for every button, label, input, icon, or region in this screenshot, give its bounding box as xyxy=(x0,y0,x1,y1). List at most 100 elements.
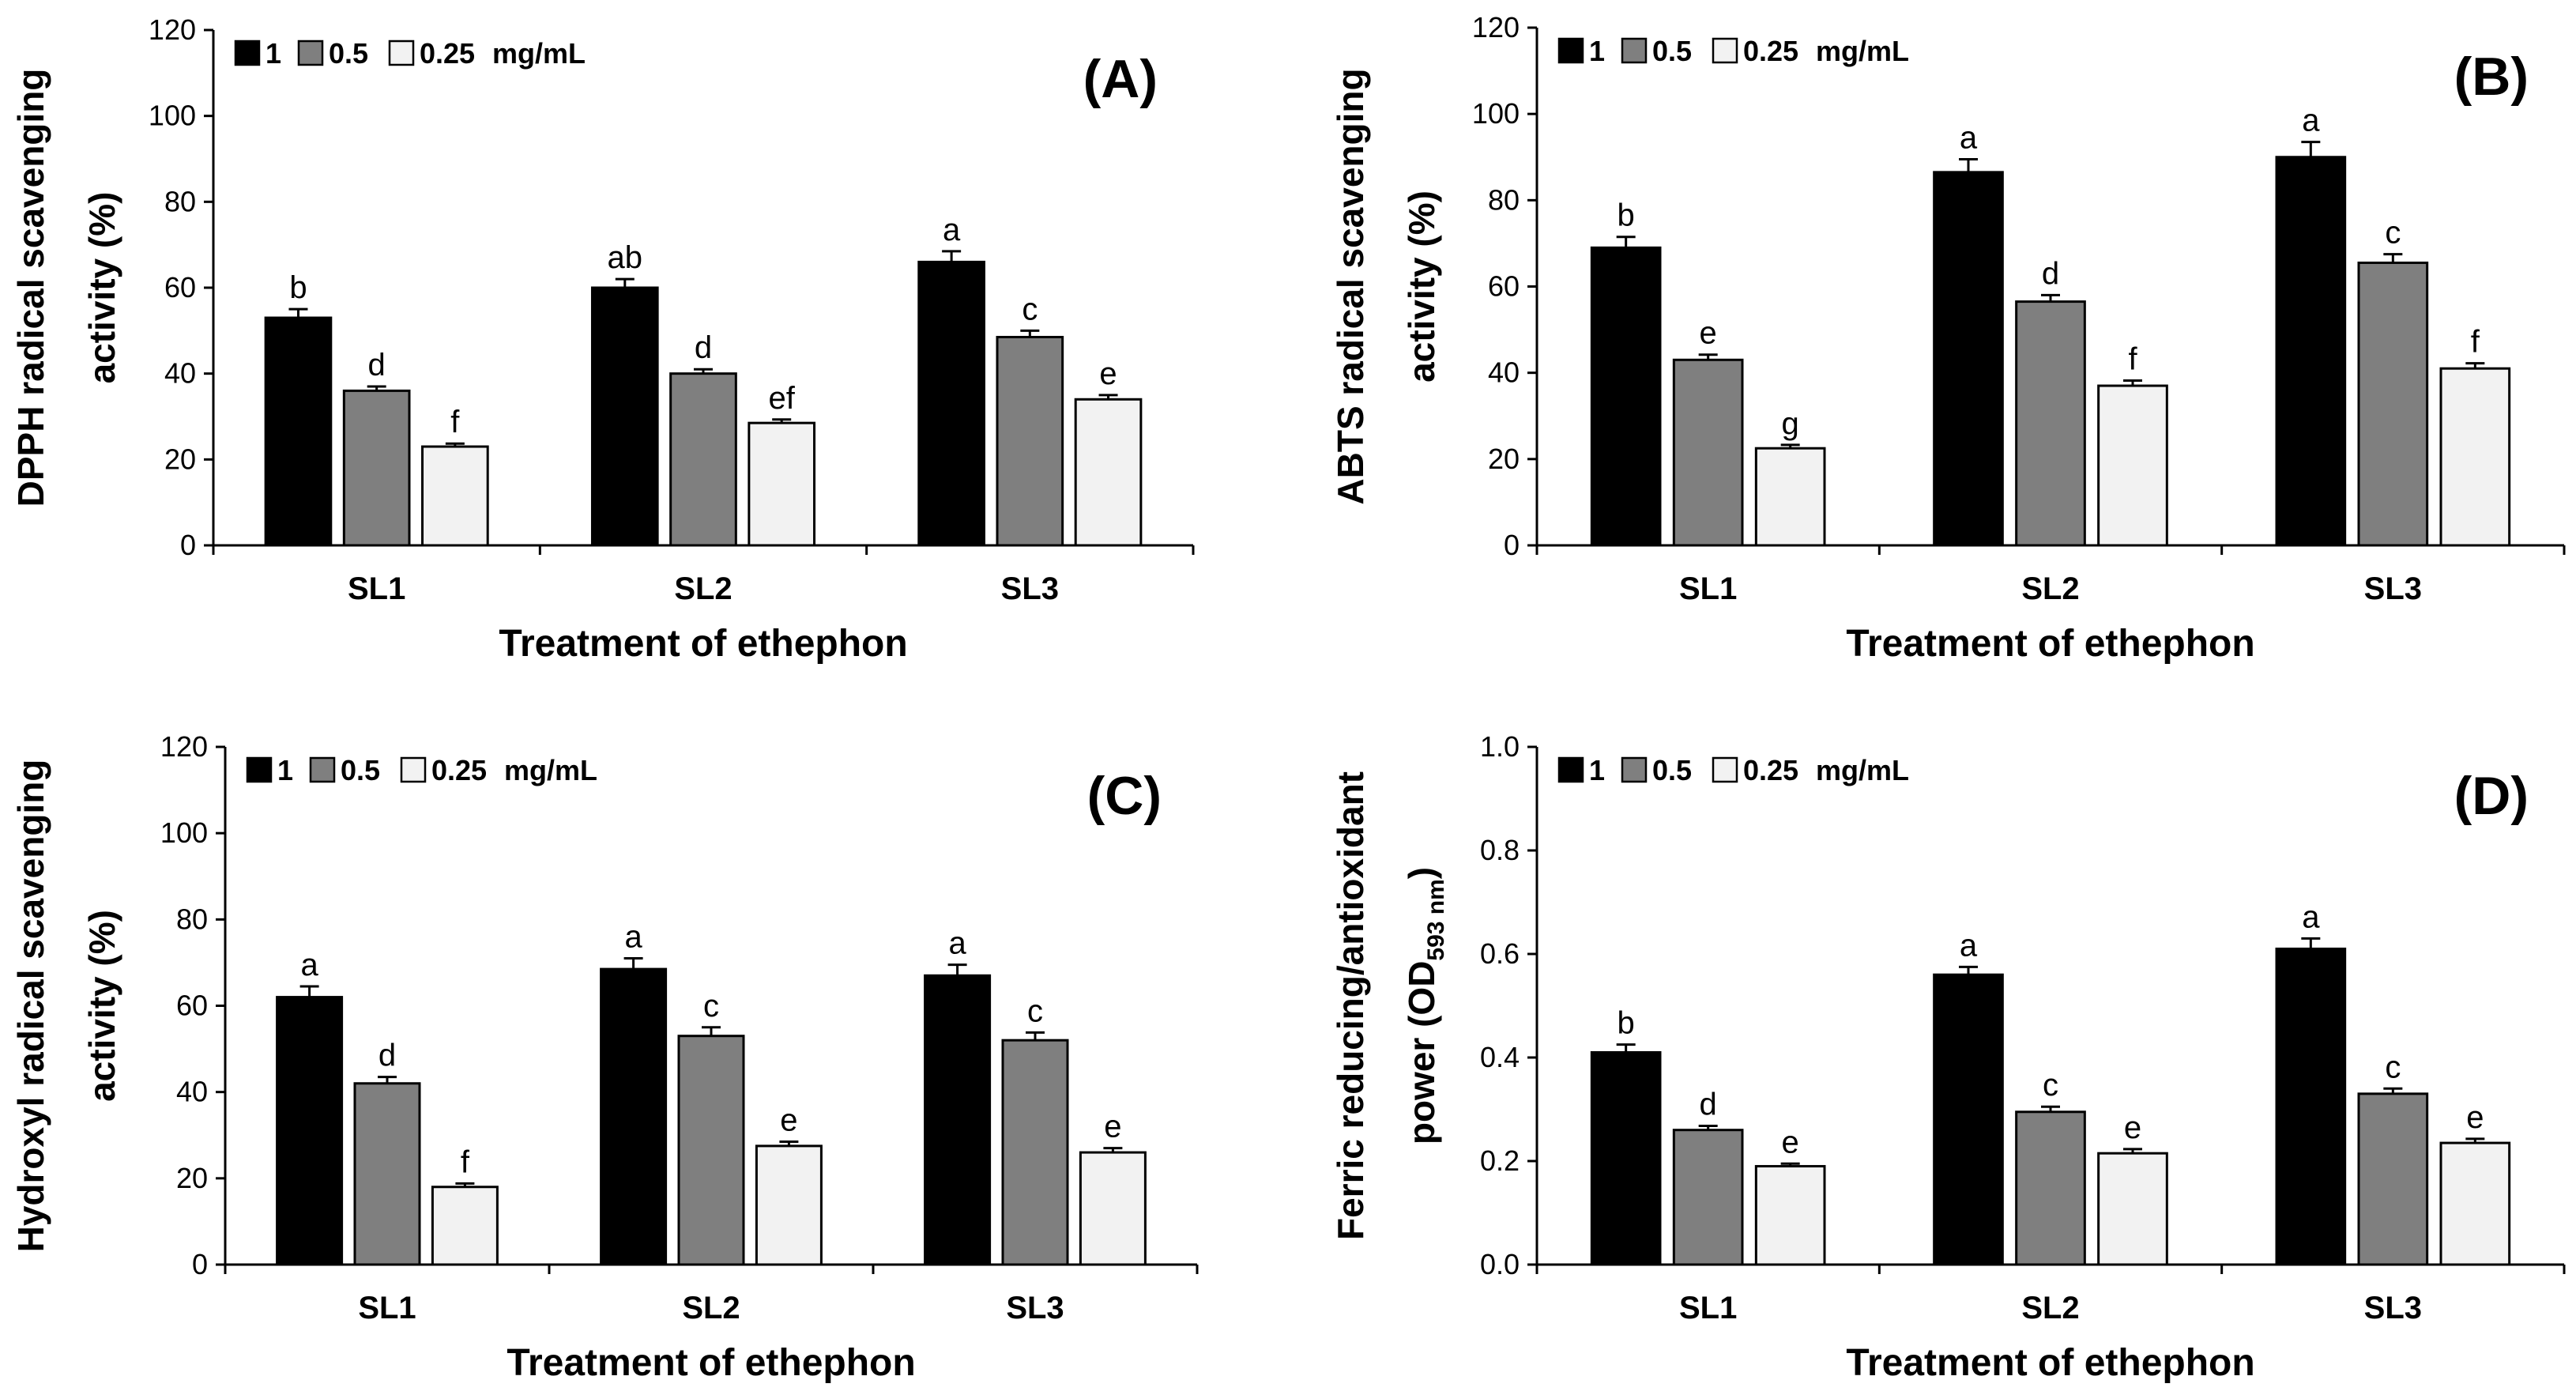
y-axis-title-line: power (OD xyxy=(1401,961,1442,1145)
legend-label: 1 xyxy=(277,754,293,786)
y-tick-label: 120 xyxy=(1472,11,1520,43)
significance-letter: d xyxy=(1700,1087,1717,1122)
significance-letter: f xyxy=(461,1144,470,1179)
bar-sl1-dose-2 xyxy=(1672,1129,1744,1266)
legend-label: 0.25 xyxy=(1743,35,1798,67)
significance-letter: e xyxy=(2124,1110,2141,1145)
significance-letter: d xyxy=(695,330,712,365)
x-tick-label: SL1 xyxy=(348,571,405,606)
legend-swatch xyxy=(400,756,427,783)
legend-label: 0.25 xyxy=(431,754,487,786)
y-tick-label: 100 xyxy=(149,100,196,132)
significance-letter: a xyxy=(2302,899,2320,934)
legend-swatch xyxy=(1621,756,1648,783)
panel-label: (B) xyxy=(2454,47,2529,107)
chart-panel-4: 0.0 0.2 0.4 0.6 0.8 1.0 SL1 SL2 SL3 Treatment of … xyxy=(1330,730,2566,1384)
bar-sl1-dose-1 xyxy=(276,996,344,1266)
y-tick-label: 0.4 xyxy=(1480,1041,1520,1073)
significance-letter: c xyxy=(703,989,719,1024)
significance-letter: d xyxy=(378,1039,396,1073)
y-axis-title-line: ABTS radical scavenging xyxy=(1330,68,1371,504)
x-tick-label: SL1 xyxy=(1679,571,1737,606)
bar-sl1-dose-2 xyxy=(1672,358,1744,547)
significance-letter: b xyxy=(1618,198,1635,233)
y-axis-title-line: activity (%) xyxy=(81,910,122,1102)
y-tick-label: 0.8 xyxy=(1480,834,1520,866)
bar-sl1-dose-3 xyxy=(1754,447,1826,547)
bar-sl2-dose-3 xyxy=(748,421,816,547)
significance-letter: c xyxy=(2385,1050,2401,1084)
x-axis-title: Treatment of ethephon xyxy=(1846,623,2254,665)
significance-letter: a xyxy=(300,948,318,982)
significance-letter: f xyxy=(2128,341,2137,376)
bar-sl1-dose-1 xyxy=(1590,1050,1662,1266)
bar-sl3-dose-1 xyxy=(924,974,992,1266)
legend-label: 0.5 xyxy=(341,754,380,786)
bar-sl2-dose-2 xyxy=(2015,300,2086,547)
legend-unit: mg/mL xyxy=(492,37,586,70)
y-tick-label: 80 xyxy=(1488,183,1520,216)
bar-sl2-dose-2 xyxy=(677,1035,745,1266)
panel-label: (C) xyxy=(1087,766,1162,826)
bar-sl3-dose-1 xyxy=(2275,156,2347,547)
x-tick-label: SL3 xyxy=(2364,571,2422,606)
legend-label: 0.25 xyxy=(1743,754,1798,786)
significance-letter: d xyxy=(2042,256,2059,291)
significance-letter: a xyxy=(1960,120,1978,155)
y-tick-label: 100 xyxy=(160,816,208,849)
y-axis-title-close: ) xyxy=(1401,867,1442,879)
y-tick-label: 40 xyxy=(176,1076,208,1108)
y-tick-label: 0 xyxy=(180,529,196,561)
significance-letter: f xyxy=(450,405,460,439)
significance-letter: a xyxy=(948,926,966,961)
legend-label: 1 xyxy=(1589,35,1605,67)
significance-letter: b xyxy=(289,270,307,305)
bar-sl2-dose-1 xyxy=(1933,171,2004,547)
significance-letter: a xyxy=(624,919,642,954)
significance-letter: c xyxy=(1027,993,1043,1028)
bar-sl1-dose-1 xyxy=(1590,246,1662,547)
x-axis-title: Treatment of ethephon xyxy=(1846,1342,2254,1384)
bar-sl2-dose-1 xyxy=(1933,973,2004,1266)
significance-letter: e xyxy=(1104,1110,1121,1144)
y-axis-title: ABTS radical scavenging activity (%) xyxy=(1330,68,1442,504)
bar-sl3-dose-2 xyxy=(1001,1039,1069,1266)
y-axis-title-subscript: 593 nm xyxy=(1423,879,1449,960)
x-tick-label: SL2 xyxy=(2021,571,2079,606)
significance-letter: ab xyxy=(608,240,643,275)
bar-sl3-dose-2 xyxy=(996,335,1064,547)
y-tick-label: 20 xyxy=(164,443,196,475)
x-tick-label: SL2 xyxy=(2021,1291,2079,1325)
bar-sl2-dose-3 xyxy=(2097,1152,2168,1266)
bar-sl2-dose-2 xyxy=(2015,1110,2086,1266)
y-tick-label: 20 xyxy=(176,1162,208,1194)
x-tick-label: SL3 xyxy=(2364,1291,2422,1325)
bar-sl1-dose-1 xyxy=(264,316,333,547)
bar-sl2-dose-2 xyxy=(669,372,737,547)
y-tick-label: 60 xyxy=(176,990,208,1022)
x-tick-label: SL3 xyxy=(1006,1291,1064,1325)
panel-label: (D) xyxy=(2454,766,2529,826)
y-tick-label: 40 xyxy=(1488,356,1520,389)
significance-letter: e xyxy=(1782,1125,1799,1159)
y-tick-label: 80 xyxy=(176,903,208,935)
significance-letter: a xyxy=(1960,928,1978,963)
significance-letter: b xyxy=(1618,1006,1635,1041)
bar-sl3-dose-2 xyxy=(2357,261,2429,547)
legend-swatch xyxy=(309,756,336,783)
x-axis-title: Treatment of ethephon xyxy=(507,1342,915,1384)
chart-panel-1: 0 20 40 60 80 100 120 SL1 SL2 SL3 Treatment of eth… xyxy=(10,13,1195,665)
bar-sl3-dose-1 xyxy=(2275,947,2347,1266)
y-axis-title-line: activity (%) xyxy=(1401,190,1442,383)
legend-label: 1 xyxy=(266,37,281,70)
legend-label: 1 xyxy=(1589,754,1605,786)
bar-sl3-dose-3 xyxy=(2439,1141,2511,1266)
legend-swatch xyxy=(1712,37,1738,64)
y-axis-title: DPPH radical scavenging activity (%) xyxy=(10,69,122,507)
bar-sl2-dose-3 xyxy=(2097,384,2168,547)
significance-letter: e xyxy=(780,1103,797,1137)
x-tick-label: SL3 xyxy=(1001,571,1059,606)
y-axis-title-line: Ferric reducing/antioxidant xyxy=(1330,771,1371,1240)
y-axis-title-line: DPPH radical scavenging xyxy=(10,69,51,507)
